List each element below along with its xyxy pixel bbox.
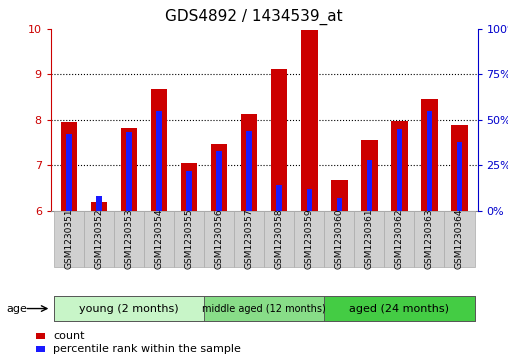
Bar xyxy=(451,125,468,211)
Text: GSM1230355: GSM1230355 xyxy=(184,208,194,269)
Text: GSM1230352: GSM1230352 xyxy=(94,208,104,269)
Text: GSM1230359: GSM1230359 xyxy=(305,208,314,269)
Bar xyxy=(457,142,462,211)
Text: GSM1230362: GSM1230362 xyxy=(395,208,404,269)
Bar xyxy=(246,131,252,211)
Bar xyxy=(391,121,407,211)
Bar xyxy=(361,140,377,211)
Text: young (2 months): young (2 months) xyxy=(79,303,179,314)
Text: GSM1230353: GSM1230353 xyxy=(124,208,134,269)
Bar xyxy=(216,151,222,211)
Text: GSM1230354: GSM1230354 xyxy=(154,208,164,269)
Text: GSM1230361: GSM1230361 xyxy=(365,208,374,269)
Bar xyxy=(181,163,197,211)
Bar xyxy=(397,129,402,211)
Text: GSM1230357: GSM1230357 xyxy=(245,208,253,269)
Text: GSM1230364: GSM1230364 xyxy=(455,208,464,269)
Bar xyxy=(186,171,192,211)
Bar xyxy=(211,144,228,211)
Text: GSM1230351: GSM1230351 xyxy=(65,208,73,269)
Bar xyxy=(367,160,372,211)
Text: GSM1230360: GSM1230360 xyxy=(335,208,344,269)
Bar xyxy=(126,132,132,211)
Bar xyxy=(301,30,318,211)
Bar xyxy=(121,128,137,211)
Text: GSM1230358: GSM1230358 xyxy=(275,208,283,269)
Text: aged (24 months): aged (24 months) xyxy=(350,303,450,314)
Text: count: count xyxy=(53,331,85,341)
Bar xyxy=(306,189,312,211)
Bar xyxy=(241,114,258,211)
Text: middle aged (12 months): middle aged (12 months) xyxy=(202,303,326,314)
Bar xyxy=(66,134,72,211)
Bar xyxy=(156,111,162,211)
Bar xyxy=(421,99,438,211)
Text: GSM1230356: GSM1230356 xyxy=(214,208,224,269)
Bar xyxy=(271,69,288,211)
Bar xyxy=(427,111,432,211)
Text: GSM1230363: GSM1230363 xyxy=(425,208,434,269)
Bar xyxy=(90,203,107,211)
Bar xyxy=(60,122,77,211)
Bar xyxy=(337,198,342,211)
Bar xyxy=(276,185,282,211)
Text: GDS4892 / 1434539_at: GDS4892 / 1434539_at xyxy=(165,9,343,25)
Bar xyxy=(151,89,167,211)
Text: age: age xyxy=(6,303,27,314)
Bar xyxy=(331,180,347,211)
Bar xyxy=(96,196,102,211)
Text: percentile rank within the sample: percentile rank within the sample xyxy=(53,344,241,354)
